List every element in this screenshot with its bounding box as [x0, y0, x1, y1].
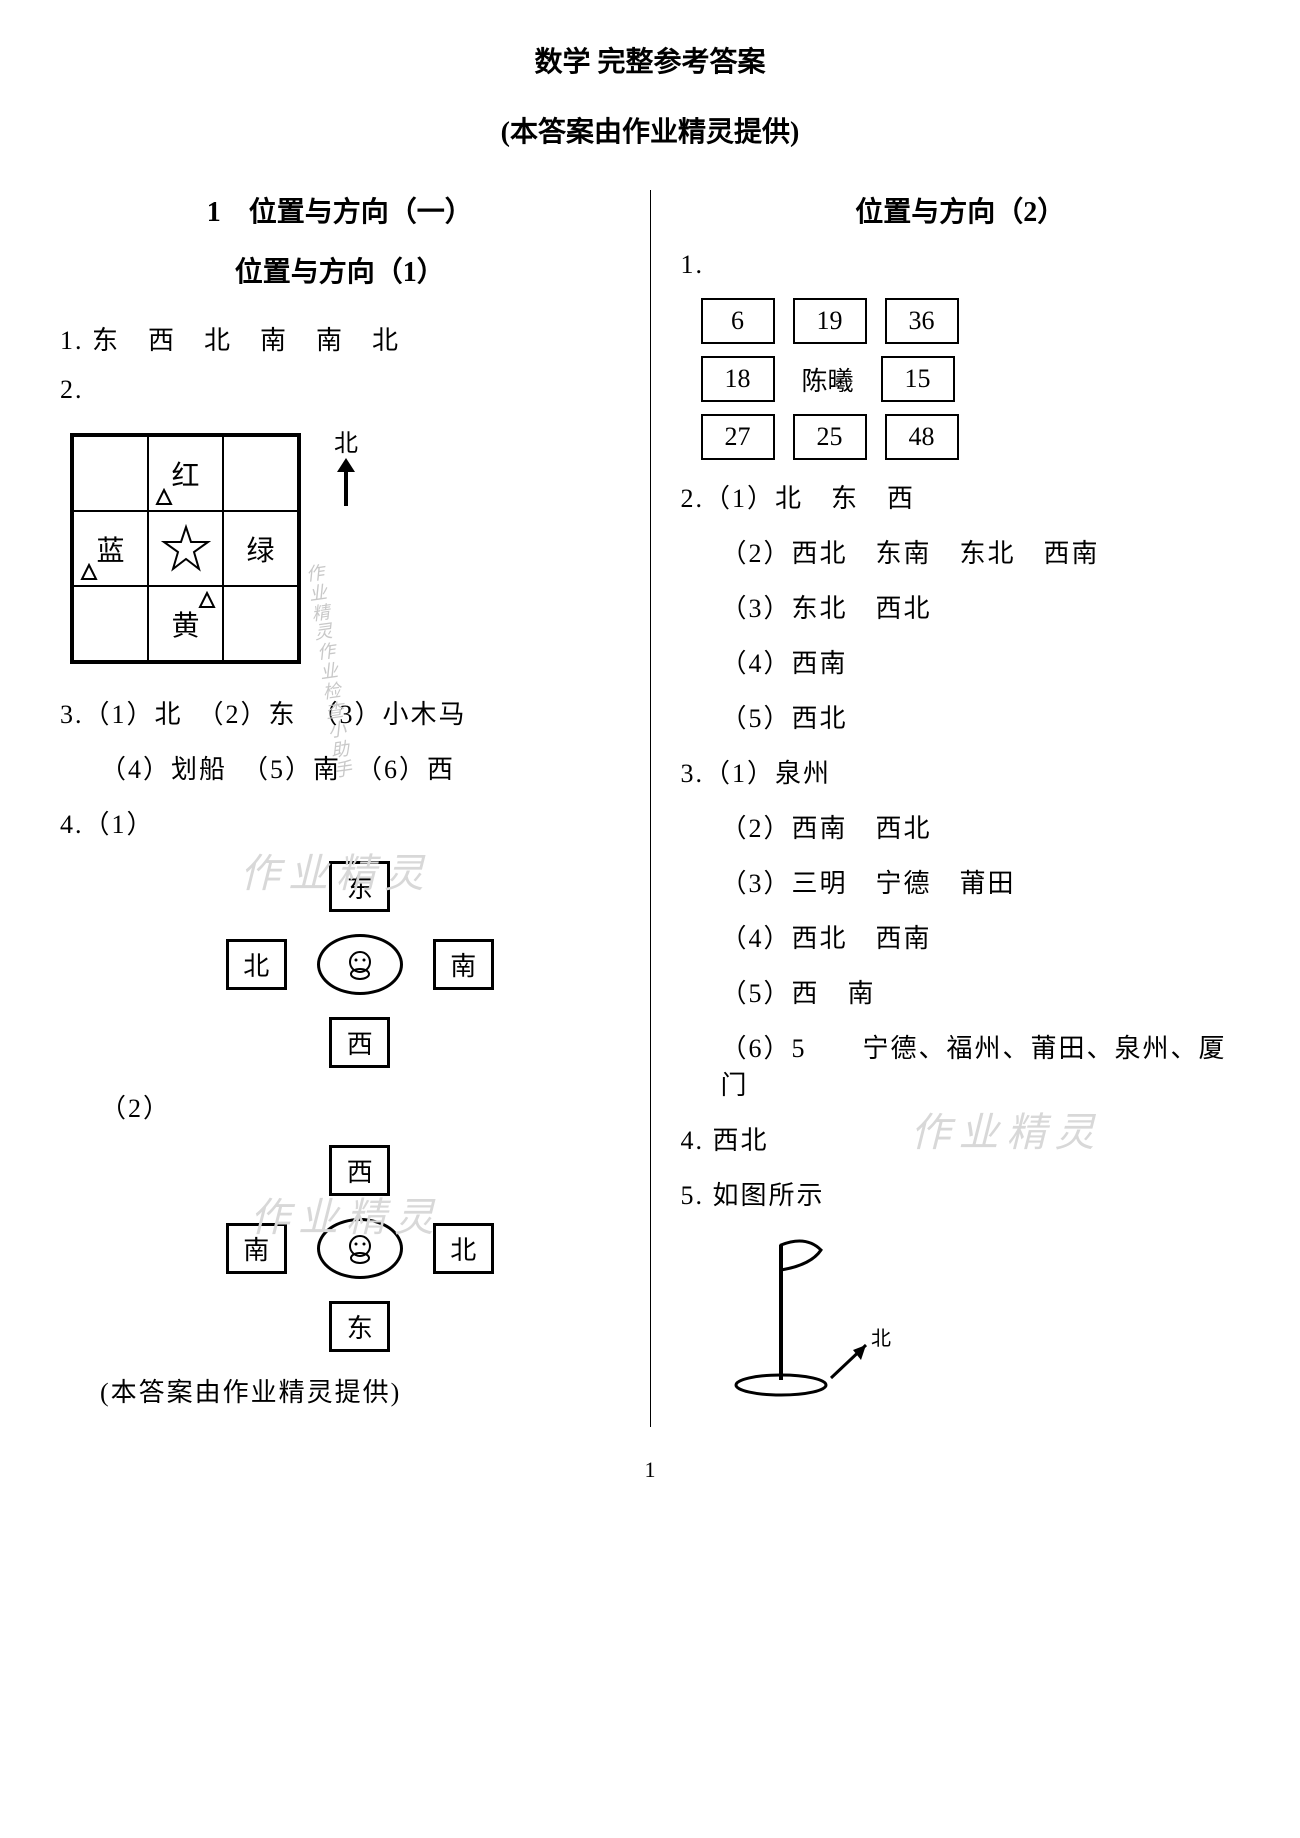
q4-2-label: （2） — [60, 1088, 620, 1125]
seat-row-1: 6 19 36 — [701, 298, 1241, 344]
seat-box: 6 — [701, 298, 775, 344]
north-indicator: 北 — [331, 423, 361, 515]
cell-label: 绿 — [246, 529, 274, 569]
dir-right: 南 — [433, 939, 494, 990]
grid-cell — [73, 586, 148, 661]
direction-cluster-2: 作业精灵 西 南 北 东 — [100, 1145, 620, 1352]
grid-cell — [223, 436, 298, 511]
watermark: 作业精灵 — [911, 1100, 1103, 1158]
grid-cell-blue: 蓝 — [73, 511, 148, 586]
seat-box: 19 — [793, 298, 867, 344]
r-q2-4: （4）西南 — [681, 643, 1241, 680]
dir-right: 北 — [433, 1223, 494, 1274]
seat-row-2: 18 陈曦 15 — [701, 356, 1241, 402]
cat-icon — [340, 947, 380, 982]
dir-top: 西 — [329, 1145, 390, 1196]
r-q3-1: 3.（1）泉州 — [681, 753, 1241, 790]
page-subtitle: (本答案由作业精灵提供) — [60, 110, 1240, 150]
triangle-icon — [155, 488, 173, 506]
seat-box: 25 — [793, 414, 867, 460]
page-number: 1 — [60, 1457, 1240, 1483]
seat-row-3: 27 25 48 — [701, 414, 1241, 460]
grid-cell-star — [148, 511, 223, 586]
dir-bottom: 东 — [329, 1301, 390, 1352]
color-grid-figure: 红 蓝 绿 黄 — [60, 423, 301, 664]
section-heading-right: 位置与方向（2） — [681, 190, 1241, 230]
footer-note-left: (本答案由作业精灵提供) — [60, 1372, 620, 1409]
grid-cell-green: 绿 — [223, 511, 298, 586]
r-q1-label: 1. — [681, 250, 1241, 280]
right-column: 位置与方向（2） 1. 6 19 36 18 陈曦 15 27 25 48 2.… — [650, 190, 1241, 1427]
flag-figure: 北 — [721, 1230, 1241, 1405]
r-q2-1: 2.（1）北 东 西 — [681, 478, 1241, 515]
dir-top: 东 — [329, 861, 390, 912]
seat-center-name: 陈曦 — [793, 361, 863, 398]
seat-box: 18 — [701, 356, 775, 402]
r-q2-5: （5）西北 — [681, 698, 1241, 735]
q4-label: 4.（1） — [60, 804, 620, 841]
dir-bottom: 西 — [329, 1017, 390, 1068]
r-q4-text: 4. 西北 — [681, 1126, 769, 1155]
r-q3-3: （3）三明 宁德 莆田 — [681, 863, 1241, 900]
kitty-icon — [317, 934, 403, 995]
triangle-icon — [80, 563, 98, 581]
cell-label: 红 — [171, 454, 199, 494]
kitty-icon — [317, 1218, 403, 1279]
north-label: 北 — [871, 1327, 891, 1350]
grid-cell-red: 红 — [148, 436, 223, 511]
r-q2-2: （2）西北 东南 东北 西南 — [681, 533, 1241, 570]
r-q3-4: （4）西北 西南 — [681, 918, 1241, 955]
dir-middle-row: 南 北 — [226, 1218, 494, 1279]
north-label: 北 — [331, 423, 361, 458]
q1-answer: 1. 东 西 北 南 南 北 — [60, 320, 620, 357]
seat-box: 27 — [701, 414, 775, 460]
q2-label: 2. — [60, 375, 620, 405]
cell-label: 黄 — [171, 604, 199, 644]
chapter-heading: 1 位置与方向（一） — [60, 190, 620, 230]
grid-cell — [223, 586, 298, 661]
color-grid: 红 蓝 绿 黄 — [70, 433, 301, 664]
r-q4: 4. 西北 作业精灵 — [681, 1120, 1241, 1157]
dir-left: 北 — [226, 939, 287, 990]
cell-label: 蓝 — [96, 529, 124, 569]
direction-cluster-1: 作业精灵 东 北 南 西 — [100, 861, 620, 1068]
r-q3-6: （6）5 宁德、福州、莆田、泉州、厦门 — [681, 1028, 1241, 1102]
dir-left: 南 — [226, 1223, 287, 1274]
two-column-layout: 1 位置与方向（一） 位置与方向（1） 1. 东 西 北 南 南 北 2. 红 … — [60, 190, 1240, 1427]
dir-middle-row: 北 南 — [226, 934, 494, 995]
seat-box: 36 — [885, 298, 959, 344]
r-q5: 5. 如图所示 — [681, 1175, 1241, 1212]
r-q3-5: （5）西 南 — [681, 973, 1241, 1010]
page-title: 数学 完整参考答案 — [60, 40, 1240, 80]
grid-cell-yellow: 黄 — [148, 586, 223, 661]
left-column: 1 位置与方向（一） 位置与方向（1） 1. 东 西 北 南 南 北 2. 红 … — [60, 190, 650, 1427]
section-heading-left: 位置与方向（1） — [60, 250, 620, 290]
r-q2-3: （3）东北 西北 — [681, 588, 1241, 625]
cat-icon — [340, 1231, 380, 1266]
q3-answer-a: 3.（1）北 （2）东 （3）小木马 — [60, 694, 620, 731]
arrow-up-icon — [331, 458, 361, 508]
q3-answer-b: （4）划船 （5）南 （6）西 — [60, 749, 620, 786]
seat-box: 15 — [881, 356, 955, 402]
star-icon — [161, 524, 211, 574]
triangle-icon — [198, 591, 216, 609]
flag-icon: 北 — [721, 1230, 921, 1400]
r-q3-2: （2）西南 西北 — [681, 808, 1241, 845]
seat-box: 48 — [885, 414, 959, 460]
grid-cell — [73, 436, 148, 511]
